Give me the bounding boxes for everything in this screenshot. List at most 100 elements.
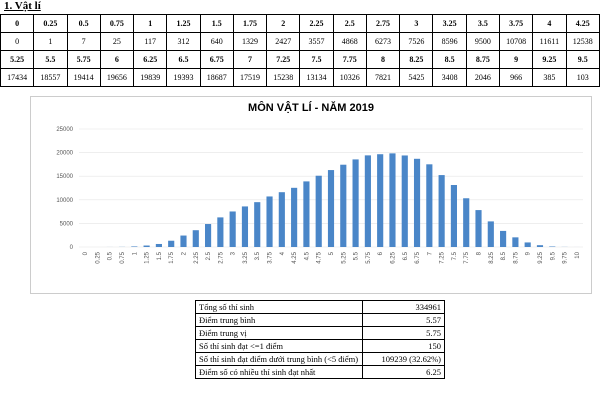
score-cell: 0.5 xyxy=(66,14,101,33)
x-tick-label: 8.75 xyxy=(513,251,519,263)
score-cell: 2.5 xyxy=(332,14,367,33)
summary-row: Số thí sinh đạt <=1 điểm 150 xyxy=(195,339,445,353)
score-cell: 966 xyxy=(498,68,534,87)
summary-value: 5.57 xyxy=(362,313,445,327)
x-tick-label: 7 xyxy=(427,251,433,255)
x-tick-label: 4.75 xyxy=(317,251,323,263)
score-cell: 19393 xyxy=(166,68,201,87)
x-tick-label: 4.5 xyxy=(304,251,310,260)
score-cell: 5.25 xyxy=(0,50,35,69)
score-cell: 3 xyxy=(399,14,434,33)
score-cell: 1.5 xyxy=(199,14,234,33)
bar xyxy=(500,230,507,247)
y-tick-label: 5000 xyxy=(60,221,74,227)
x-tick-label: 3.75 xyxy=(268,251,274,263)
score-cell: 1.25 xyxy=(166,14,201,33)
x-tick-label: 4 xyxy=(280,251,286,255)
y-tick-label: 0 xyxy=(70,245,74,251)
bar xyxy=(536,245,544,247)
x-tick-label: 3.5 xyxy=(255,251,261,260)
x-tick-label: 2.75 xyxy=(218,251,224,263)
score-cell: 6 xyxy=(99,50,135,69)
x-tick-label: 5 xyxy=(329,251,335,255)
score-cell: 103 xyxy=(565,68,600,87)
bar xyxy=(205,224,212,247)
score-cell: 9 xyxy=(498,50,534,69)
x-tick-label: 6.5 xyxy=(403,251,409,260)
score-cell: 9.5 xyxy=(565,50,600,69)
bar xyxy=(426,164,433,247)
bar xyxy=(192,230,199,247)
x-tick-label: 1 xyxy=(132,251,138,255)
x-tick-label: 5.5 xyxy=(354,251,360,260)
summary-value: 6.25 xyxy=(362,365,445,379)
score-row: 0 0.25 0.5 0.75 1 1.25 1.5 1.75 2 2.25 2.5 2.75 3 3.2… xyxy=(0,14,600,33)
score-cell: 9500 xyxy=(465,32,500,51)
summary-label: Điểm trung vị xyxy=(195,326,363,340)
y-tick-label: 15000 xyxy=(56,174,73,180)
x-tick-label: 9 xyxy=(526,251,532,255)
score-cell: 5.5 xyxy=(33,50,68,69)
score-cell: 3.5 xyxy=(465,14,500,33)
summary-value: 109239 (32.62%) xyxy=(362,352,445,366)
x-tick-label: 0 xyxy=(83,251,89,255)
summary-value: 334961 xyxy=(362,300,445,314)
x-tick-label: 2 xyxy=(181,251,187,255)
score-cell: 1329 xyxy=(232,32,268,51)
bar xyxy=(143,245,150,247)
score-cell: 2 xyxy=(266,14,301,33)
score-cell: 19839 xyxy=(133,68,168,87)
x-tick-label: 5.25 xyxy=(341,251,347,263)
score-cell: 1 xyxy=(133,14,168,33)
x-tick-label: 3 xyxy=(231,251,237,255)
summary-row: Điểm số có nhiều thí sinh đạt nhất 6.25 xyxy=(195,365,445,379)
score-row: 5.25 5.5 5.75 6 6.25 6.5 6.75 7 7.25 7.5 7.75 8 8.25… xyxy=(0,50,600,69)
bar xyxy=(352,159,359,247)
x-tick-label: 2.5 xyxy=(206,251,212,260)
score-cell: 15238 xyxy=(266,68,301,87)
score-cell: 2427 xyxy=(266,32,301,51)
score-cell: 3.75 xyxy=(498,14,534,33)
x-tick-label: 8 xyxy=(477,251,483,255)
score-cell: 17434 xyxy=(0,68,35,87)
x-tick-label: 6 xyxy=(378,251,384,255)
score-cell: 7.25 xyxy=(266,50,301,69)
bar xyxy=(524,242,531,247)
bar xyxy=(229,211,236,247)
score-cell: 385 xyxy=(532,68,567,87)
x-tick-label: 3.25 xyxy=(243,251,249,263)
score-cell: 4868 xyxy=(332,32,367,51)
summary-label: Số thí sinh đạt điểm dưới trung bình (<5… xyxy=(195,352,363,366)
score-cell: 0.25 xyxy=(33,14,68,33)
score-cell: 0 xyxy=(0,32,35,51)
score-cell: 10326 xyxy=(332,68,367,87)
chart: MÔN VẬT LÍ - NĂM 2019 050001000015000200… xyxy=(56,101,583,264)
x-tick-label: 9.75 xyxy=(563,251,569,263)
x-tick-label: 9.5 xyxy=(550,251,556,260)
score-cell: 640 xyxy=(199,32,234,51)
score-cell: 2.75 xyxy=(365,14,401,33)
summary-label: Điểm trung bình xyxy=(195,313,363,327)
chart-box: MÔN VẬT LÍ - NĂM 2019 0 5000 10000 15000 200… xyxy=(30,96,592,294)
score-cell: 19656 xyxy=(99,68,135,87)
score-cell: 1.75 xyxy=(232,14,268,33)
score-cell: 8596 xyxy=(432,32,467,51)
bar xyxy=(364,155,371,247)
score-cell: 6273 xyxy=(365,32,401,51)
score-cell: 2.25 xyxy=(299,14,334,33)
score-cell: 1 xyxy=(33,32,68,51)
bar xyxy=(512,237,519,247)
x-tick-label: 8.25 xyxy=(489,251,495,263)
bar xyxy=(450,185,457,247)
summary-value: 5.75 xyxy=(362,326,445,340)
y-tick-label: 25000 xyxy=(56,127,73,133)
summary-row: Điểm trung bình 5.57 xyxy=(195,313,445,327)
score-cell: 6.5 xyxy=(166,50,201,69)
bar xyxy=(389,153,396,247)
bar xyxy=(266,196,273,247)
score-cell: 3557 xyxy=(299,32,334,51)
score-cell: 4 xyxy=(532,14,567,33)
x-tick-label: 0.25 xyxy=(95,251,101,263)
bar xyxy=(254,202,261,247)
chart-title: MÔN VẬT LÍ - NĂM 2019 xyxy=(248,101,374,114)
